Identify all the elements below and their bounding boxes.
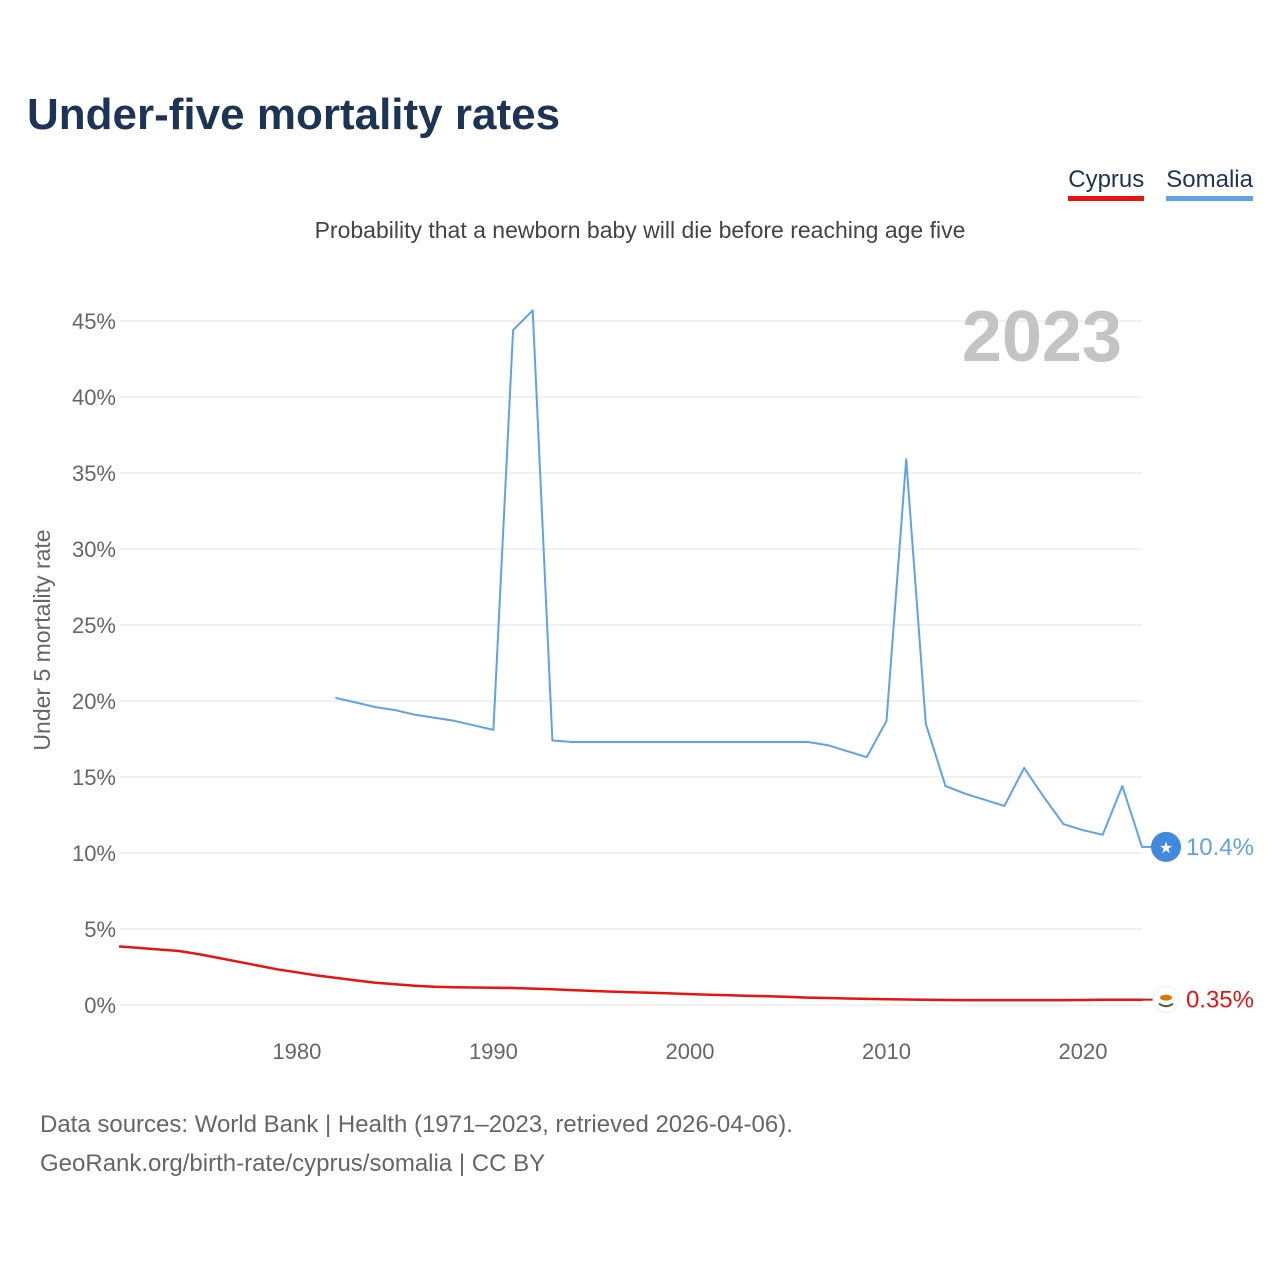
- end-value-label-cyprus: 0.35%: [1186, 987, 1254, 1014]
- x-tick-label: 1990: [469, 1039, 518, 1064]
- y-tick-label: 25%: [72, 613, 116, 638]
- x-tick-label: 2020: [1059, 1039, 1108, 1064]
- data-sources-note: Data sources: World Bank | Health (1971–…: [40, 1111, 793, 1138]
- year-watermark: 2023: [962, 297, 1122, 377]
- x-tick-label: 2010: [862, 1039, 911, 1064]
- legend-item-cyprus[interactable]: Cyprus: [1068, 166, 1145, 201]
- series-lines: [118, 309, 1144, 1002]
- y-tick-label: 40%: [72, 385, 116, 410]
- series-line-cyprus: [118, 945, 1144, 1002]
- grid-lines: [120, 320, 1142, 1006]
- end-value-label-somalia: 10.4%: [1186, 834, 1254, 861]
- y-tick-label: 30%: [72, 537, 116, 562]
- end-markers: 0.35% ★ 10.4%: [1142, 831, 1254, 1014]
- y-tick-label: 45%: [72, 309, 116, 334]
- series-line-somalia: [335, 309, 1143, 848]
- chart-subtitle: Probability that a newborn baby will die…: [314, 217, 966, 243]
- x-tick-label: 1980: [272, 1039, 321, 1064]
- y-axis-label: Under 5 mortality rate: [29, 529, 55, 750]
- footer: Data sources: World Bank | Health (1971–…: [40, 1105, 793, 1183]
- star-icon: ★: [1159, 838, 1173, 857]
- y-tick-label: 10%: [72, 841, 116, 866]
- y-tick-label: 35%: [72, 461, 116, 486]
- legend: Cyprus Somalia: [1068, 166, 1253, 201]
- y-tick-label: 15%: [72, 765, 116, 790]
- source-link[interactable]: GeoRank.org/birth-rate/cyprus/somalia | …: [40, 1150, 546, 1177]
- legend-item-somalia[interactable]: Somalia: [1166, 166, 1253, 201]
- flag-somalia-icon: [1151, 831, 1181, 862]
- y-axis-ticks: 0% 5% 10% 15% 20% 25% 30% 35% 40% 45%: [72, 309, 116, 1018]
- y-tick-label: 20%: [72, 689, 116, 714]
- olive-branch-icon: [1158, 1002, 1174, 1008]
- chart-title: Under-five mortality rates: [27, 90, 561, 139]
- island-icon: [1160, 994, 1172, 1001]
- y-tick-label: 0%: [84, 993, 116, 1018]
- x-axis-ticks: 1980 1990 2000 2010 2020: [272, 1039, 1107, 1064]
- x-tick-label: 2000: [665, 1039, 714, 1064]
- y-tick-label: 5%: [84, 917, 116, 942]
